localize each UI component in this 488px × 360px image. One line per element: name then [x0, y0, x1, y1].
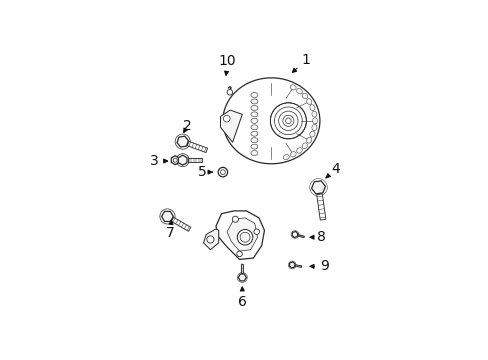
Circle shape [237, 229, 252, 245]
Circle shape [226, 90, 232, 95]
Ellipse shape [312, 118, 317, 124]
Ellipse shape [250, 105, 257, 111]
Polygon shape [291, 231, 297, 238]
Text: 5: 5 [197, 165, 212, 179]
Circle shape [253, 229, 259, 234]
Circle shape [240, 232, 249, 242]
Ellipse shape [290, 152, 296, 157]
Polygon shape [187, 158, 202, 162]
Text: 9: 9 [309, 259, 328, 273]
Ellipse shape [306, 99, 311, 104]
Ellipse shape [311, 111, 316, 117]
Polygon shape [295, 265, 301, 267]
Polygon shape [171, 156, 179, 165]
Polygon shape [289, 262, 294, 268]
Ellipse shape [306, 137, 311, 143]
Polygon shape [203, 229, 218, 250]
Ellipse shape [296, 89, 302, 94]
Ellipse shape [250, 93, 257, 98]
Polygon shape [311, 181, 325, 194]
Polygon shape [316, 194, 325, 220]
Ellipse shape [250, 112, 257, 117]
Ellipse shape [250, 99, 257, 104]
Polygon shape [216, 211, 264, 260]
Ellipse shape [309, 105, 314, 111]
Ellipse shape [250, 131, 257, 136]
Ellipse shape [302, 143, 307, 149]
Circle shape [206, 236, 214, 243]
Polygon shape [171, 217, 190, 231]
Text: 1: 1 [292, 53, 310, 72]
Ellipse shape [223, 78, 319, 164]
Circle shape [173, 158, 177, 162]
Circle shape [232, 216, 238, 222]
Circle shape [223, 115, 230, 122]
Circle shape [220, 170, 225, 175]
Polygon shape [162, 211, 173, 221]
Text: 10: 10 [218, 54, 236, 75]
Text: 2: 2 [183, 120, 191, 133]
Ellipse shape [302, 93, 307, 99]
Ellipse shape [309, 131, 314, 137]
Polygon shape [187, 141, 207, 153]
Circle shape [218, 167, 227, 177]
Ellipse shape [290, 85, 296, 90]
Polygon shape [178, 155, 186, 165]
Ellipse shape [250, 138, 257, 143]
Polygon shape [220, 110, 242, 142]
Polygon shape [226, 218, 257, 251]
Circle shape [270, 103, 306, 139]
Ellipse shape [250, 150, 257, 156]
Ellipse shape [296, 148, 302, 153]
Ellipse shape [283, 154, 289, 160]
Text: 6: 6 [237, 287, 246, 310]
Text: 4: 4 [325, 162, 339, 178]
Text: 3: 3 [150, 154, 167, 168]
Polygon shape [297, 234, 304, 238]
Text: 8: 8 [309, 230, 325, 244]
Ellipse shape [250, 125, 257, 130]
Circle shape [236, 251, 242, 257]
Polygon shape [238, 274, 246, 281]
Ellipse shape [250, 118, 257, 123]
Text: 7: 7 [166, 220, 174, 240]
Polygon shape [177, 136, 188, 147]
Ellipse shape [250, 144, 257, 149]
Polygon shape [241, 264, 243, 274]
Ellipse shape [311, 125, 316, 131]
